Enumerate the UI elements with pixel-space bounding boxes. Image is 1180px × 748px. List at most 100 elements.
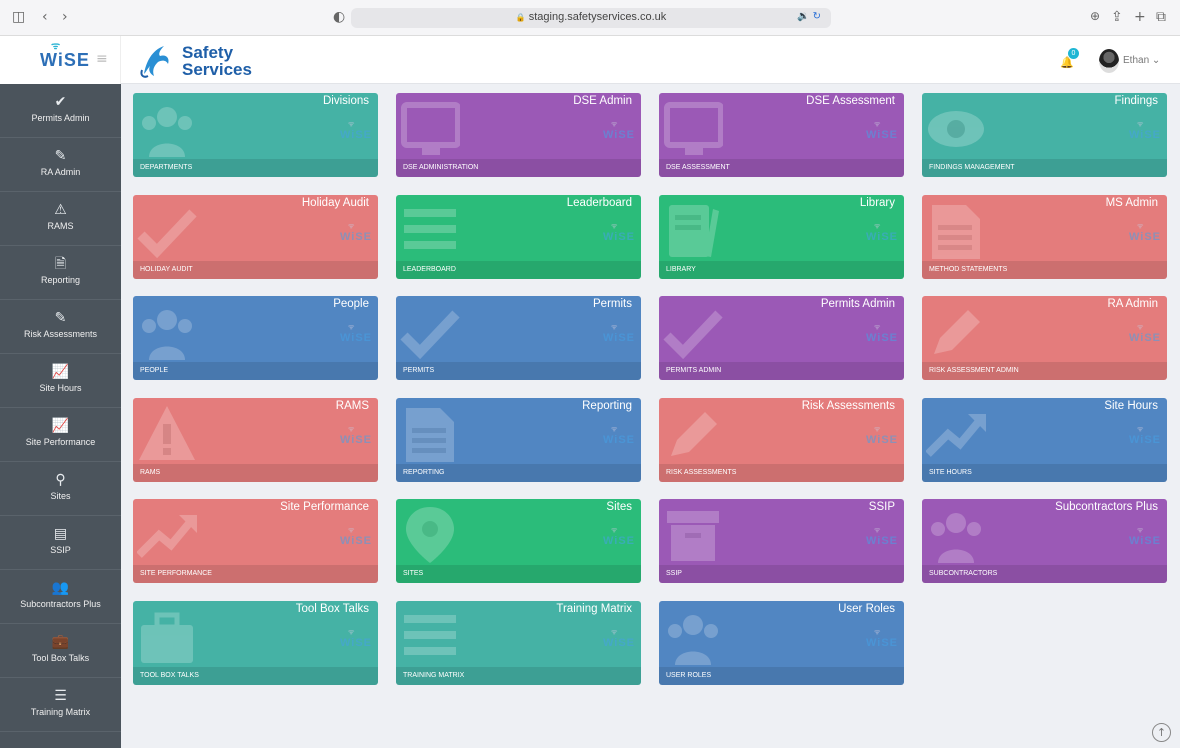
tile-title: Reporting (582, 399, 632, 412)
sidebar-item-label: Permits Admin (31, 113, 90, 123)
document-icon (926, 201, 986, 261)
tile-title: Library (859, 196, 895, 209)
sidebar-item-training-matrix[interactable]: ☰ Training Matrix (0, 678, 121, 732)
tile-wise-watermark: ᯤ WiSE (602, 323, 635, 345)
privacy-shield-icon[interactable]: ◐ (333, 9, 346, 25)
notifications[interactable]: 🔔 0 (1060, 48, 1080, 70)
audio-reload-icon[interactable]: 🔉 ↻ (796, 11, 821, 22)
sidebar-item-label: Reporting (40, 275, 81, 285)
tile-footer: RISK ASSESSMENT ADMIN (922, 362, 1167, 381)
sidebar-item-rams[interactable]: ⚠ RAMS (0, 192, 121, 246)
tile-wise-watermark: ᯤ WiSE (865, 628, 898, 649)
sidebar-item-site-hours[interactable]: 📈 Site Hours (0, 354, 121, 408)
tile-footer: DSE ADMINISTRATION (396, 159, 641, 177)
new-tab-icon[interactable]: + (1134, 9, 1146, 25)
sidebar-item-tool-box-talks[interactable]: 💼 Tool Box Talks (0, 624, 121, 678)
sidebar-item-sites[interactable]: ⚲ Sites (0, 462, 121, 516)
document-icon (400, 404, 460, 464)
tile-rams[interactable]: RAMS ᯤ WiSE RAMS (133, 397, 378, 482)
tile-divisions[interactable]: Divisions ᯤ WiSE DEPARTMENTS (133, 93, 378, 177)
tile-risk-assessments[interactable]: Risk Assessments ᯤ WiSE RISK ASSESSMENTS (659, 397, 904, 482)
bell-icon: 🔔 (1060, 56, 1074, 69)
tile-reporting[interactable]: Reporting ᯤ WiSE REPORTING (396, 397, 641, 482)
share-icon[interactable]: ⇪ (1111, 9, 1123, 25)
tile-people[interactable]: People ᯤ WiSE PEOPLE (133, 296, 378, 381)
tile-user-roles[interactable]: User Roles ᯤ WiSE USER ROLES (659, 601, 904, 685)
sidebar-item-label: Tool Box Talks (31, 653, 90, 663)
tile-permits-admin[interactable]: Permits Admin ᯤ WiSE PERMITS ADMIN (659, 296, 904, 381)
tile-subtitle: METHOD STATEMENTS (929, 265, 1008, 273)
tile-title: SSIP (868, 501, 895, 514)
sidebar-item-ssip[interactable]: ▤ SSIP (0, 516, 121, 570)
tile-subtitle: REPORTING (403, 468, 445, 476)
tile-subtitle: LIBRARY (666, 265, 696, 273)
sidebar-item-label: RAMS (47, 221, 74, 231)
tile-footer: HOLIDAY AUDIT (133, 260, 378, 279)
tile-permits[interactable]: Permits ᯤ WiSE PERMITS (396, 296, 641, 381)
tile-wise-watermark: ᯤ WiSE (339, 628, 372, 649)
tile-wise-watermark: ᯤ WiSE (865, 526, 898, 548)
pencil-icon: ✎ (54, 148, 67, 164)
sidebar-item-label: Sites (50, 491, 71, 501)
address-url: 🔒 staging.safetyservices.co.uk (515, 11, 667, 23)
tile-subcontractors-plus[interactable]: Subcontractors Plus ᯤ WiSE SUBCONTRACTORS (922, 499, 1167, 584)
tile-footer: SITE HOURS (922, 463, 1167, 482)
tile-sites[interactable]: Sites ᯤ WiSE SITES (396, 499, 641, 584)
tile-footer: USER ROLES (659, 667, 904, 685)
wise-logo[interactable]: ᯤ WiSE (40, 41, 90, 71)
tile-footer: SSIP (659, 565, 904, 584)
sidebar-item-label: Site Hours (39, 383, 82, 393)
tile-title: Leaderboard (566, 196, 632, 209)
tile-ssip[interactable]: SSIP ᯤ WiSE SSIP (659, 499, 904, 584)
trend-icon (925, 404, 986, 464)
tile-title: DSE Admin (573, 95, 632, 107)
address-bar[interactable]: 🔒 staging.safetyservices.co.uk 🔉 ↻ (351, 8, 831, 28)
tile-site-performance[interactable]: Site Performance ᯤ WiSE SITE PERFORMANCE (133, 499, 378, 584)
tile-subtitle: DEPARTMENTS (140, 164, 193, 171)
check-icon (400, 302, 460, 362)
tile-footer: PEOPLE (133, 362, 378, 381)
tile-site-hours[interactable]: Site Hours ᯤ WiSE SITE HOURS (922, 397, 1167, 482)
sidebar-item-reporting[interactable]: 🗎 Reporting (0, 246, 121, 300)
scroll-to-top-button[interactable]: ↑ (1152, 723, 1171, 742)
map-marker-icon (400, 505, 460, 565)
tile-subtitle: SSIP (666, 570, 682, 578)
forward-icon[interactable]: › (62, 9, 68, 25)
sidebar-item-subcontractors-plus[interactable]: 👥 Subcontractors Plus (0, 570, 121, 624)
sidebar-item-ra-admin[interactable]: ✎ RA Admin (0, 138, 121, 192)
tile-holiday-audit[interactable]: Holiday Audit ᯤ WiSE HOLIDAY AUDIT (133, 194, 378, 279)
tile-tool-box-talks[interactable]: Tool Box Talks ᯤ WiSE TOOL BOX TALKS (133, 601, 378, 685)
users-icon (663, 607, 723, 667)
tile-subtitle: PERMITS ADMIN (666, 367, 722, 375)
tile-dse-admin[interactable]: DSE Admin ᯤ WiSE DSE ADMINISTRATION (396, 93, 641, 177)
notification-badge: 0 (1068, 48, 1079, 59)
tile-subtitle: HOLIDAY AUDIT (140, 265, 193, 273)
pencil-icon (663, 404, 723, 464)
tile-ms-admin[interactable]: MS Admin ᯤ WiSE METHOD STATEMENTS (922, 194, 1167, 279)
menu-toggle-icon[interactable]: ≡ (96, 51, 108, 67)
tile-dse-assessment[interactable]: DSE Assessment ᯤ WiSE DSE ASSESSMENT (659, 93, 904, 177)
back-icon[interactable]: ‹ (42, 9, 48, 25)
tile-findings[interactable]: Findings ᯤ WiSE FINDINGS MANAGEMENT (922, 93, 1167, 177)
list-icon (400, 607, 460, 667)
tile-title: Risk Assessments (801, 399, 895, 412)
tile-wise-watermark: ᯤ WiSE (339, 424, 372, 446)
trend-icon (136, 505, 197, 565)
tile-training-matrix[interactable]: Training Matrix ᯤ WiSE TRAINING MATRIX (396, 601, 641, 685)
download-icon[interactable]: ⊕ (1090, 9, 1101, 23)
list-icon (400, 201, 460, 261)
sidebar-item-site-performance[interactable]: 📈 Site Performance (0, 408, 121, 462)
tabs-overview-icon[interactable]: ⧉ (1156, 9, 1166, 25)
tile-subtitle: SUBCONTRACTORS (929, 570, 998, 578)
tile-subtitle: SITE HOURS (929, 468, 972, 476)
sidebar-item-permits-admin[interactable]: ✔ Permits Admin (0, 84, 121, 138)
tile-title: Holiday Audit (301, 196, 369, 209)
tile-wise-watermark: ᯤ WiSE (865, 221, 898, 243)
tile-wise-watermark: ᯤ WiSE (602, 526, 635, 548)
sidebar-item-risk-assessments[interactable]: ✎ Risk Assessments (0, 300, 121, 354)
sidebar-toggle-icon[interactable]: ◫ (12, 9, 26, 25)
tile-ra-admin[interactable]: RA Admin ᯤ WiSE RISK ASSESSMENT ADMIN (922, 296, 1167, 381)
tile-library[interactable]: Library ᯤ WiSE LIBRARY (659, 194, 904, 279)
tile-subtitle: PEOPLE (140, 367, 169, 375)
tile-leaderboard[interactable]: Leaderboard ᯤ WiSE LEADERBOARD (396, 194, 641, 279)
